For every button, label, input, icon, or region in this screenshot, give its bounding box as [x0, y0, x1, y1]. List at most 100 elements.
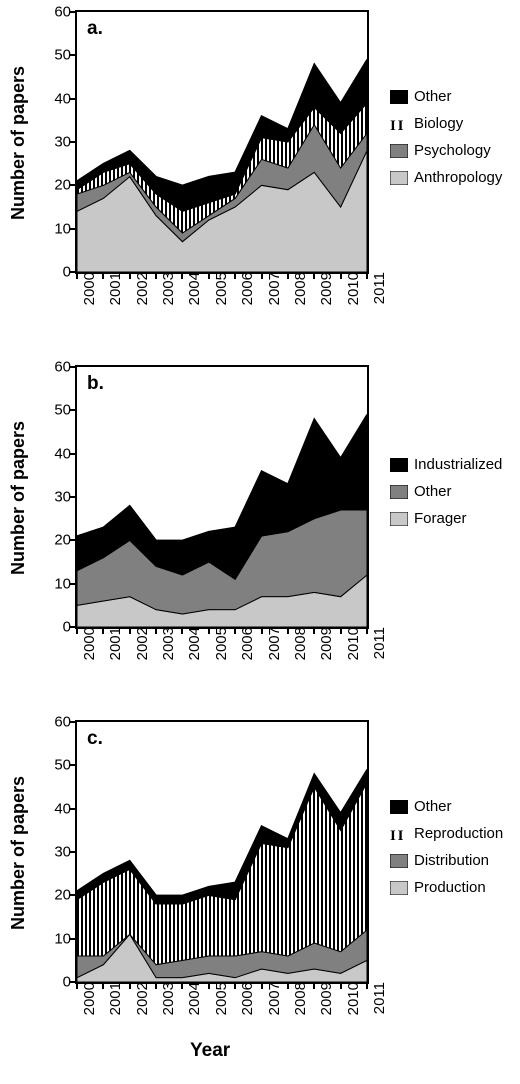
legend-label: Reproduction: [414, 825, 503, 842]
legend-swatch: [390, 800, 408, 814]
x-tick-label: 2003: [152, 272, 177, 305]
x-tick-label: 2008: [284, 627, 309, 660]
legend-swatch: [390, 485, 408, 499]
legend-swatch: [390, 881, 408, 895]
panel-c: Number of papers 010203040506020002001200…: [0, 720, 520, 1060]
x-tick-label: 2004: [178, 982, 203, 1015]
y-tick-label: 20: [54, 532, 77, 549]
legend-label: Other: [414, 483, 452, 500]
x-tick-label: 2005: [205, 272, 230, 305]
x-tick-label: 2006: [231, 272, 256, 305]
y-tick-label: 40: [54, 90, 77, 107]
x-tick-label: 2004: [178, 627, 203, 660]
x-tick-label: 2002: [126, 982, 151, 1015]
legend-item: Other: [390, 483, 502, 500]
x-tick-label: 2005: [205, 982, 230, 1015]
legend-item: I I Reproduction: [390, 825, 503, 842]
y-tick-label: 20: [54, 887, 77, 904]
panel-letter: a.: [87, 18, 103, 40]
y-tick-label: 30: [54, 489, 77, 506]
legend-item: Other: [390, 798, 503, 815]
legend: Industrialized Other Forager: [390, 456, 502, 537]
y-tick-label: 40: [54, 800, 77, 817]
x-tick-label: 2004: [178, 272, 203, 305]
y-tick-label: 60: [54, 714, 77, 731]
figure: Number of papers 010203040506020002001200…: [0, 0, 520, 1084]
legend-label: Forager: [414, 510, 467, 527]
legend-item: Distribution: [390, 852, 503, 869]
legend-label: Production: [414, 879, 486, 896]
legend-label: Anthropology: [414, 169, 502, 186]
y-tick-label: 10: [54, 220, 77, 237]
x-tick-label: 2008: [284, 982, 309, 1015]
panel-a: Number of papers 010203040506020002001200…: [0, 10, 520, 350]
plot-area: 0102030405060200020012002200320042005200…: [75, 10, 369, 274]
y-axis-label: Number of papers: [8, 198, 29, 220]
y-tick-label: 50: [54, 402, 77, 419]
legend-item: Forager: [390, 510, 502, 527]
legend-item: Other: [390, 88, 502, 105]
legend-swatch: I I: [390, 117, 408, 131]
y-tick-label: 20: [54, 177, 77, 194]
legend-item: I IBiology: [390, 115, 502, 132]
x-tick-label: 2009: [310, 272, 335, 305]
legend: Other I I Reproduction Distribution Producti…: [390, 798, 503, 906]
x-tick-label: 2003: [152, 627, 177, 660]
x-tick-label: 2001: [99, 982, 124, 1015]
legend-label: Other: [414, 88, 452, 105]
panel-letter: b.: [87, 373, 104, 395]
y-tick-label: 10: [54, 575, 77, 592]
y-tick-label: 30: [54, 844, 77, 861]
legend-label: Other: [414, 798, 452, 815]
legend-swatch: [390, 144, 408, 158]
legend-swatch: [390, 171, 408, 185]
y-axis-label: Number of papers: [8, 908, 29, 930]
x-tick-label: 2007: [258, 272, 283, 305]
y-tick-label: 60: [54, 359, 77, 376]
x-tick-label: 2002: [126, 272, 151, 305]
legend-swatch: I I: [390, 827, 408, 841]
y-tick-label: 10: [54, 930, 77, 947]
x-tick-label: 2001: [99, 272, 124, 305]
x-tick-label: 2009: [310, 627, 335, 660]
x-tick-label: 2006: [231, 627, 256, 660]
panel-b: Number of papers 010203040506020002001200…: [0, 365, 520, 705]
x-tick-label: 2000: [73, 627, 98, 660]
y-tick-label: 50: [54, 757, 77, 774]
x-tick-label: 2007: [258, 982, 283, 1015]
plot-area: 0102030405060200020012002200320042005200…: [75, 365, 369, 629]
legend-label: Distribution: [414, 852, 489, 869]
y-tick-label: 50: [54, 47, 77, 64]
y-tick-label: 30: [54, 134, 77, 151]
x-tick-label: 2007: [258, 627, 283, 660]
x-tick-label: 2010: [337, 982, 362, 1015]
x-tick-label: 2010: [337, 627, 362, 660]
x-tick-label: 2003: [152, 982, 177, 1015]
legend: Other I IBiology Psychology Anthropology: [390, 88, 502, 196]
x-tick-label: 2011: [363, 982, 388, 1014]
x-tick-label: 2000: [73, 272, 98, 305]
x-tick-label: 2002: [126, 627, 151, 660]
stacked-area-chart: [77, 12, 367, 272]
legend-swatch: [390, 512, 408, 526]
legend-label: Psychology: [414, 142, 491, 159]
legend-label: Industrialized: [414, 456, 502, 473]
legend-item: Industrialized: [390, 456, 502, 473]
stacked-area-chart: [77, 367, 367, 627]
stacked-area-chart: [77, 722, 367, 982]
x-tick-label: 2008: [284, 272, 309, 305]
x-tick-label: 2001: [99, 627, 124, 660]
x-tick-label: 2006: [231, 982, 256, 1015]
legend-swatch: [390, 458, 408, 472]
plot-area: 0102030405060200020012002200320042005200…: [75, 720, 369, 984]
x-axis-label: Year: [190, 1040, 230, 1062]
legend-item: Anthropology: [390, 169, 502, 186]
x-tick-label: 2011: [363, 272, 388, 304]
y-axis-label: Number of papers: [8, 553, 29, 575]
y-tick-label: 40: [54, 445, 77, 462]
legend-item: Psychology: [390, 142, 502, 159]
x-tick-label: 2000: [73, 982, 98, 1015]
x-tick-label: 2010: [337, 272, 362, 305]
y-tick-label: 60: [54, 4, 77, 21]
x-tick-label: 2011: [363, 627, 388, 659]
